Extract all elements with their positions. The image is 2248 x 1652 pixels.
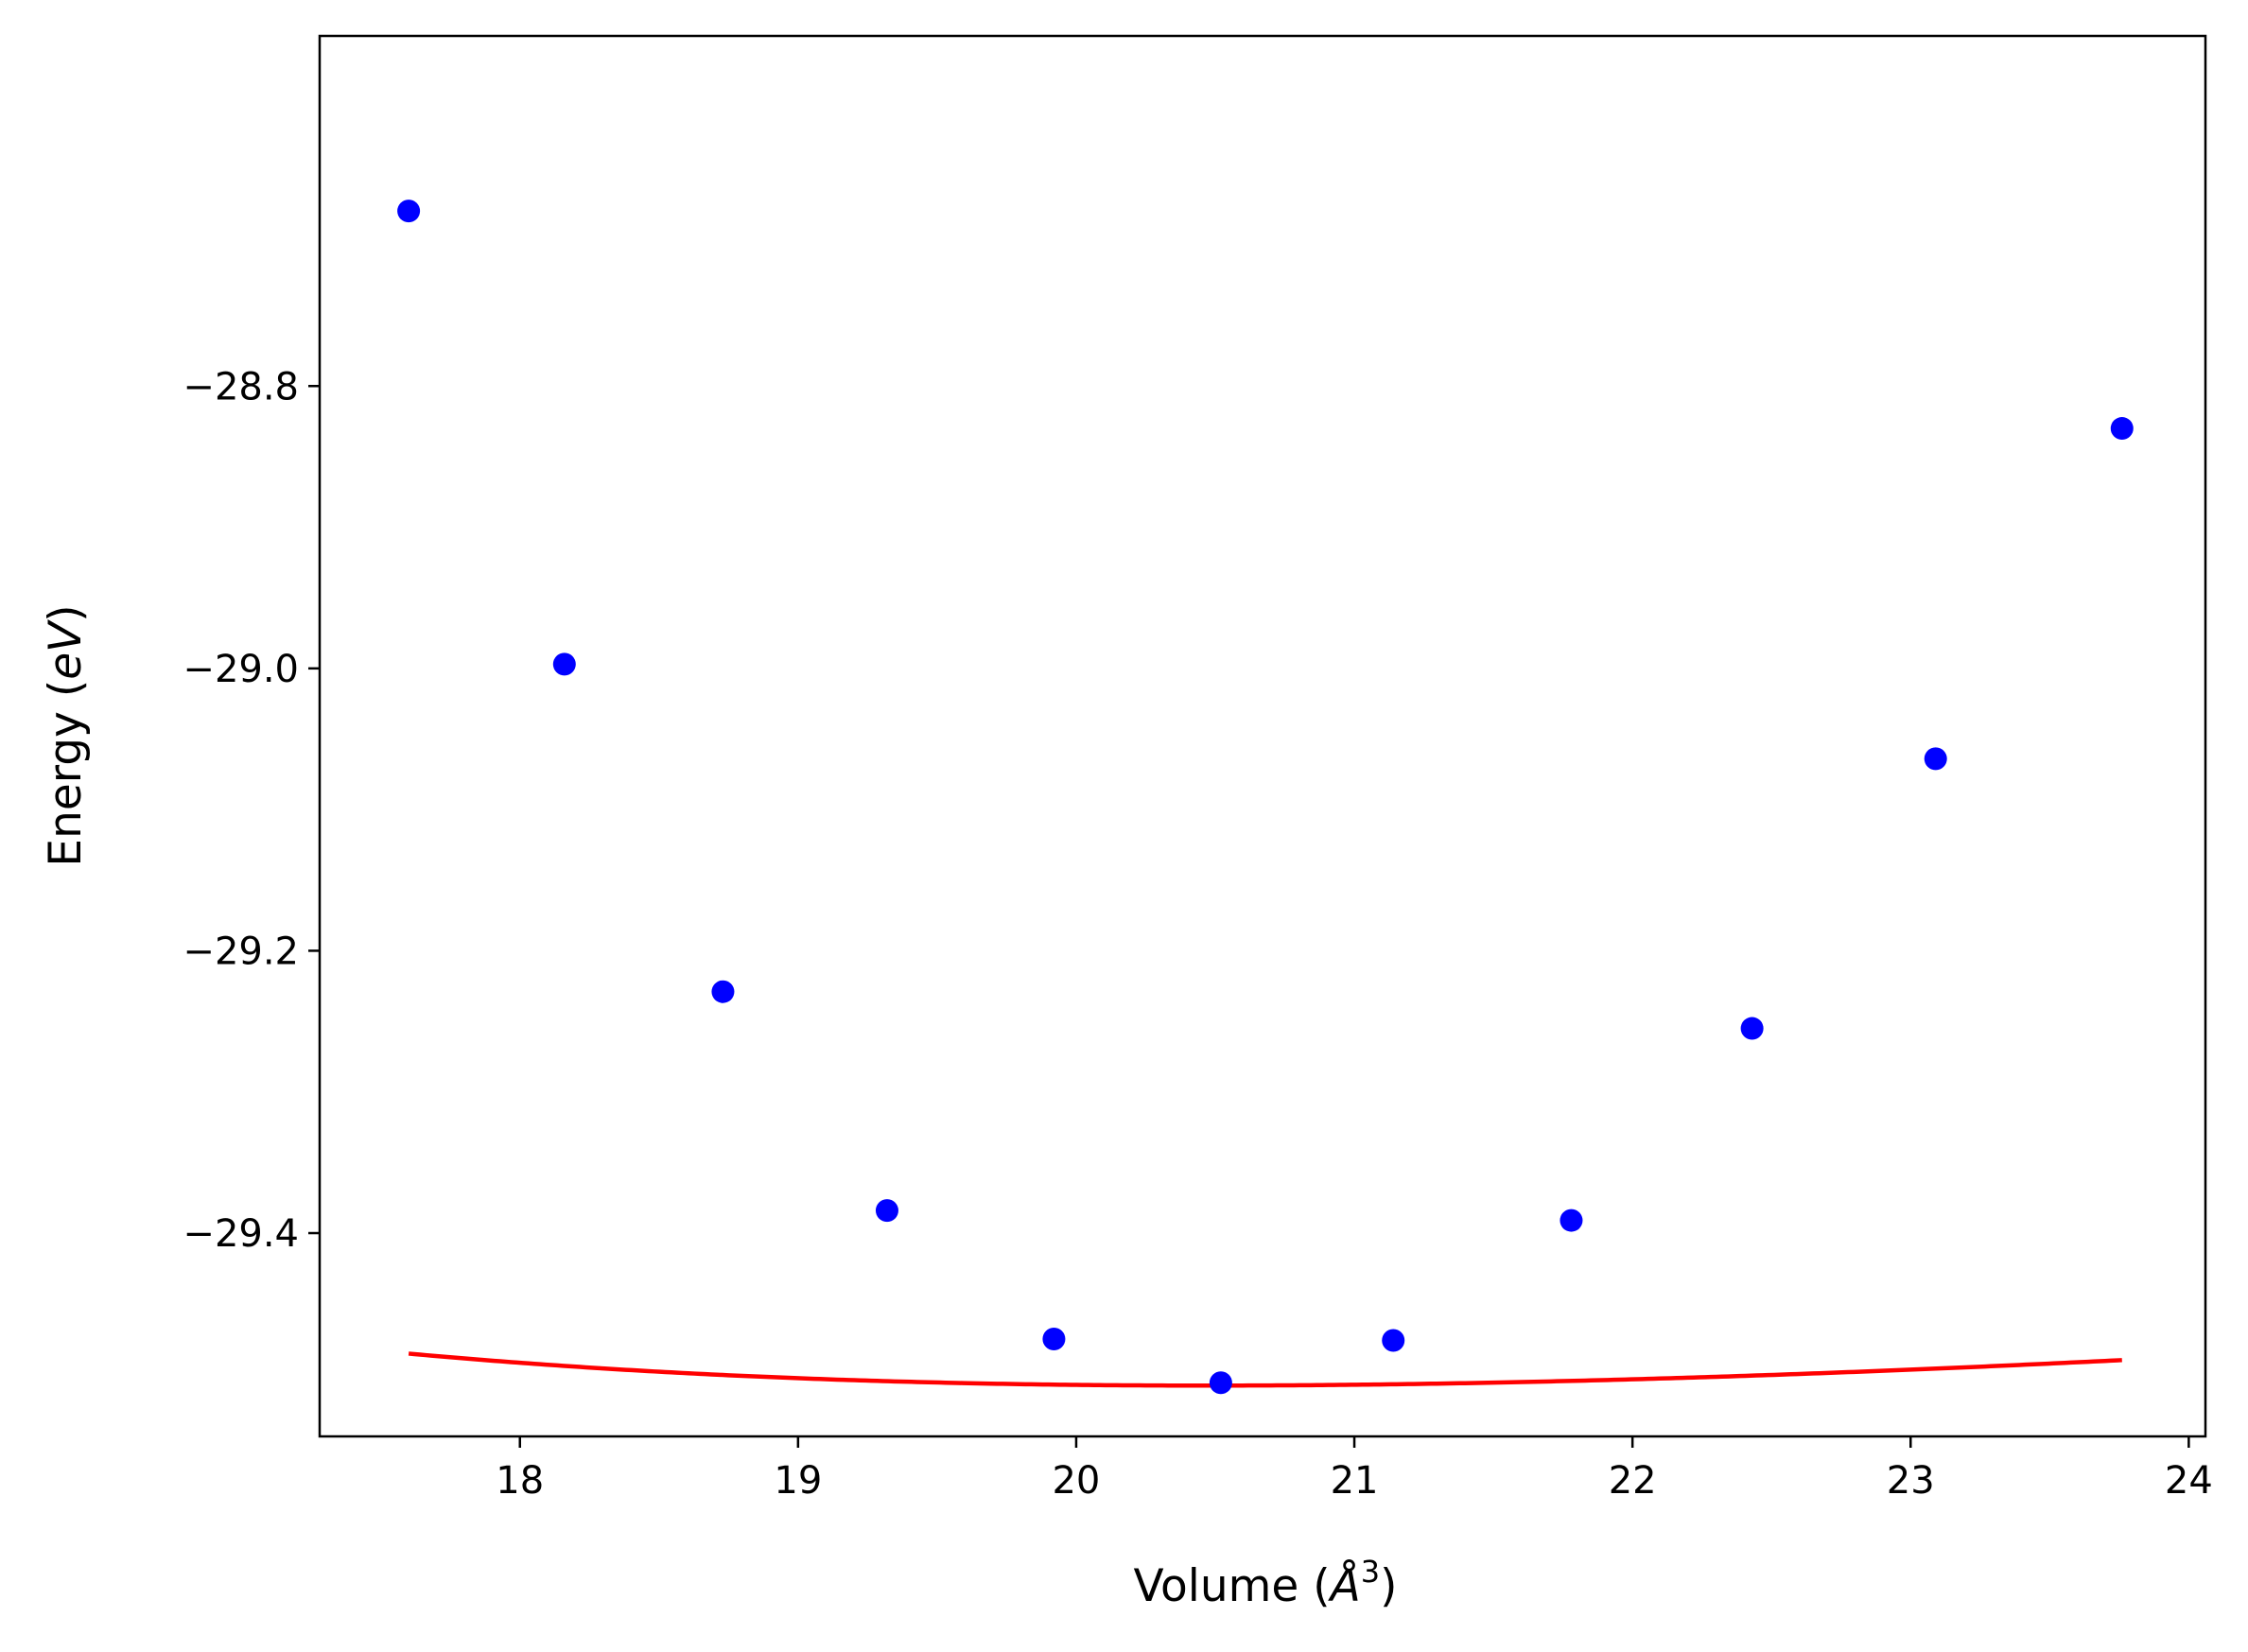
x-axis-title: Volume (Å3): [1134, 1554, 1398, 1612]
data-point: [552, 652, 576, 676]
x-tick-label: 18: [496, 1459, 544, 1503]
x-tick-label: 20: [1052, 1459, 1100, 1503]
fit-curve: [408, 1351, 2122, 1388]
data-point: [1740, 1017, 1764, 1040]
data-point: [1209, 1371, 1232, 1395]
data-point: [1042, 1327, 1066, 1350]
x-tick-label: 24: [2165, 1459, 2213, 1503]
data-point: [875, 1199, 898, 1223]
y-tick-label: −29.0: [183, 648, 299, 691]
axis-ticks: 18 19 20 21 22 23 24 −28.8 −29.0 −29.2 −29.4: [183, 365, 2212, 1503]
data-point: [397, 200, 421, 223]
axes-frame: [318, 34, 2207, 1438]
data-point: [711, 980, 735, 1003]
data-point: [1924, 747, 1947, 771]
data-point: [1382, 1329, 1405, 1352]
x-tick-label: 22: [1609, 1459, 1657, 1503]
y-axis-title: Energy (eV): [40, 604, 92, 866]
x-tick-label: 23: [1887, 1459, 1935, 1503]
y-tick-label: −29.2: [183, 930, 299, 973]
x-tick-label: 19: [774, 1459, 822, 1503]
y-tick-label: −29.4: [183, 1212, 299, 1256]
data-point: [1560, 1209, 1583, 1232]
y-tick-label: −28.8: [183, 365, 299, 409]
x-tick-label: 21: [1331, 1459, 1379, 1503]
plot-area: [397, 200, 2134, 1395]
data-point: [2110, 417, 2134, 441]
